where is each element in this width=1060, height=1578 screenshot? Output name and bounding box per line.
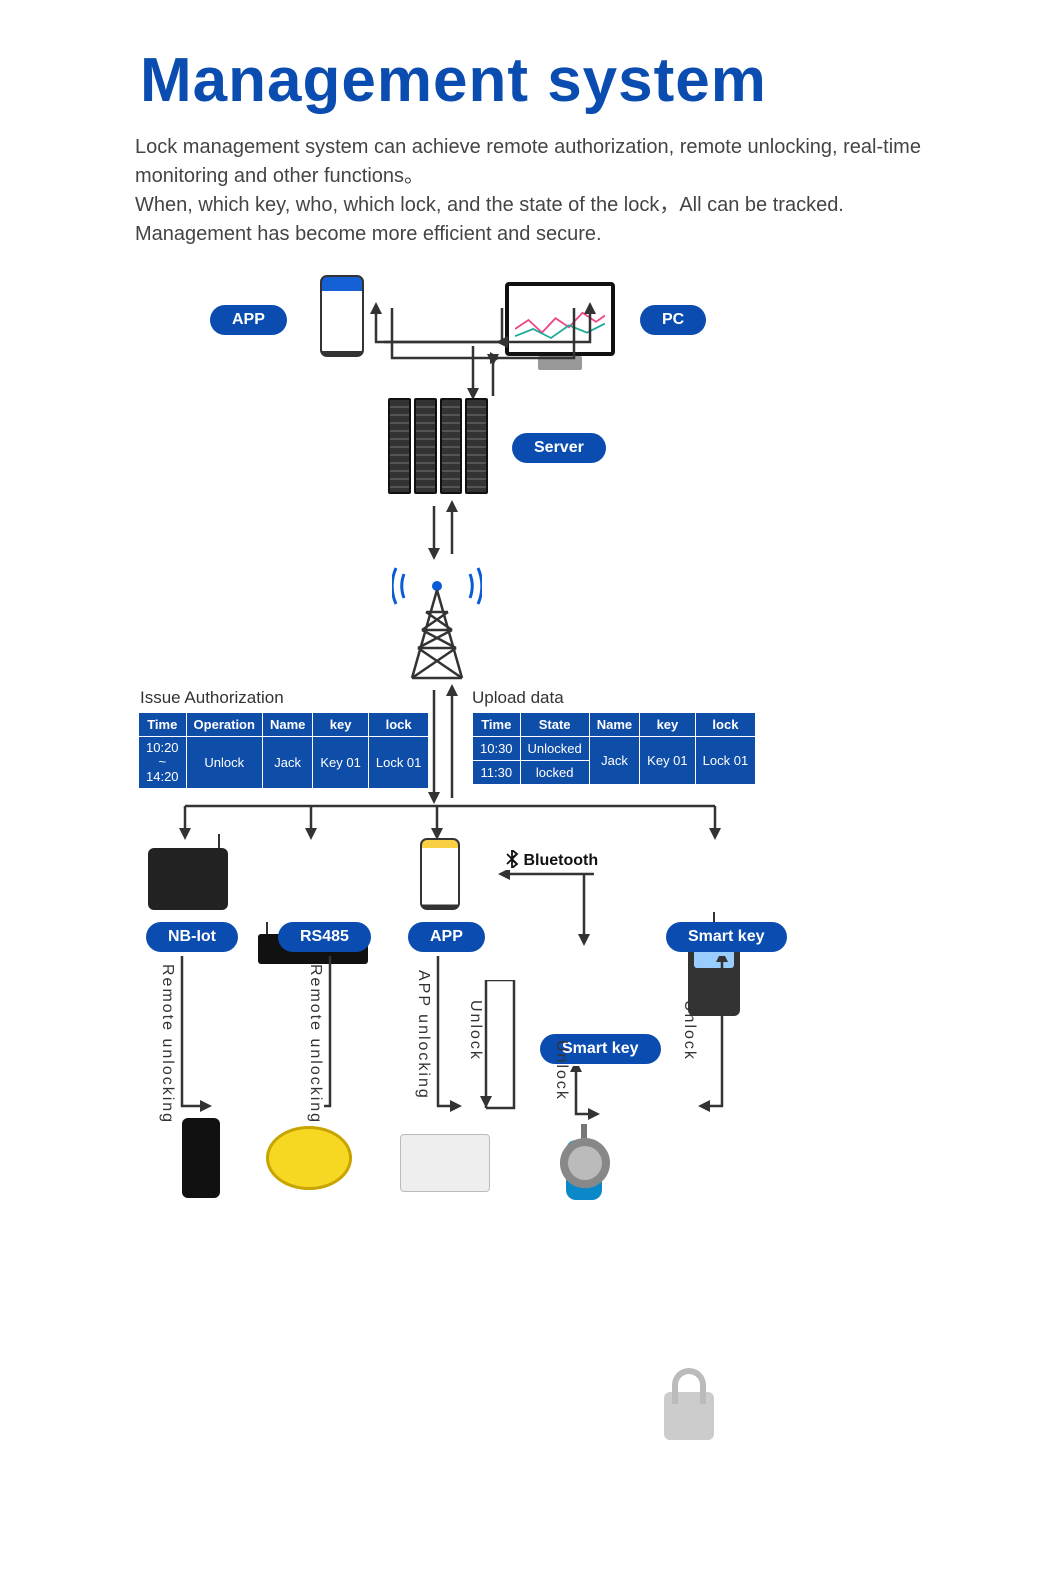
badge-nbiot: NB-Iot bbox=[146, 922, 238, 952]
server-icon bbox=[388, 398, 488, 494]
td: Jack bbox=[589, 737, 639, 785]
table-upload-data: Time State Name key lock 10:30 Unlocked … bbox=[472, 712, 756, 785]
td: Lock 01 bbox=[695, 737, 756, 785]
td: 10:30 bbox=[473, 737, 521, 761]
page-title: Management system bbox=[140, 45, 767, 116]
conn-smartkey-lock bbox=[698, 956, 738, 1116]
connector-server-tower bbox=[420, 498, 470, 562]
td: Unlock bbox=[186, 737, 262, 789]
td: Key 01 bbox=[640, 737, 695, 785]
label-issue-auth: Issue Authorization bbox=[140, 688, 284, 708]
conn-keyfob-lock bbox=[570, 1066, 610, 1126]
td: Key 01 bbox=[313, 737, 368, 789]
bluetooth-text: Bluetooth bbox=[523, 852, 598, 869]
th: Name bbox=[589, 713, 639, 737]
td: 10:20 ~ 14:20 bbox=[139, 737, 187, 789]
bluetooth-icon bbox=[505, 850, 519, 868]
td: Jack bbox=[262, 737, 312, 789]
th: Operation bbox=[186, 713, 262, 737]
td: 11:30 bbox=[473, 761, 521, 785]
th: Time bbox=[473, 713, 521, 737]
th: lock bbox=[368, 713, 429, 737]
vlabel-remote-2: Remote unlocking bbox=[306, 964, 324, 1124]
page-description: Lock management system can achieve remot… bbox=[135, 133, 935, 249]
padlock-icon bbox=[664, 1392, 714, 1440]
vlabel-unlock-3: Unlock bbox=[680, 1000, 698, 1061]
td: Lock 01 bbox=[368, 737, 429, 789]
label-bluetooth: Bluetooth bbox=[505, 850, 598, 870]
th: lock bbox=[695, 713, 756, 737]
badge-server: Server bbox=[512, 433, 606, 463]
badge-rs485: RS485 bbox=[278, 922, 371, 952]
lock-manhole-icon bbox=[266, 1126, 352, 1190]
vlabel-unlock-2: Unlock bbox=[552, 1040, 570, 1101]
desc-line1: Lock management system can achieve remot… bbox=[135, 136, 921, 187]
phone-icon bbox=[320, 275, 364, 357]
conn-app-lock-2 bbox=[452, 980, 522, 1120]
badge-pc: PC bbox=[640, 305, 706, 335]
conn-nbiot-lock bbox=[176, 956, 216, 1116]
td: locked bbox=[520, 761, 589, 785]
label-upload-data: Upload data bbox=[472, 688, 564, 708]
conn-rs485-lock bbox=[324, 956, 364, 1116]
nbiot-gateway-icon bbox=[148, 848, 228, 910]
desc-line2: When, which key, who, which lock, and th… bbox=[135, 194, 844, 245]
th: key bbox=[313, 713, 368, 737]
th: State bbox=[520, 713, 589, 737]
th: key bbox=[640, 713, 695, 737]
cell-tower-icon bbox=[392, 560, 482, 685]
badge-smartkey-right: Smart key bbox=[666, 922, 787, 952]
phone-app-icon bbox=[420, 838, 460, 910]
th: Name bbox=[262, 713, 312, 737]
connector-pc-side bbox=[470, 300, 610, 400]
td: Unlocked bbox=[520, 737, 589, 761]
th: Time bbox=[139, 713, 187, 737]
lock-box-icon bbox=[400, 1134, 490, 1192]
badge-app-top: APP bbox=[210, 305, 287, 335]
lock-cylinder-icon bbox=[560, 1138, 610, 1188]
table-issue-auth: Time Operation Name key lock 10:20 ~ 14:… bbox=[138, 712, 429, 789]
vlabel-remote-1: Remote unlocking bbox=[158, 964, 176, 1124]
connector-bluetooth bbox=[464, 870, 604, 950]
lock-handle-icon bbox=[182, 1118, 220, 1198]
vlabel-app-unlock: APP unlocking bbox=[414, 970, 432, 1100]
